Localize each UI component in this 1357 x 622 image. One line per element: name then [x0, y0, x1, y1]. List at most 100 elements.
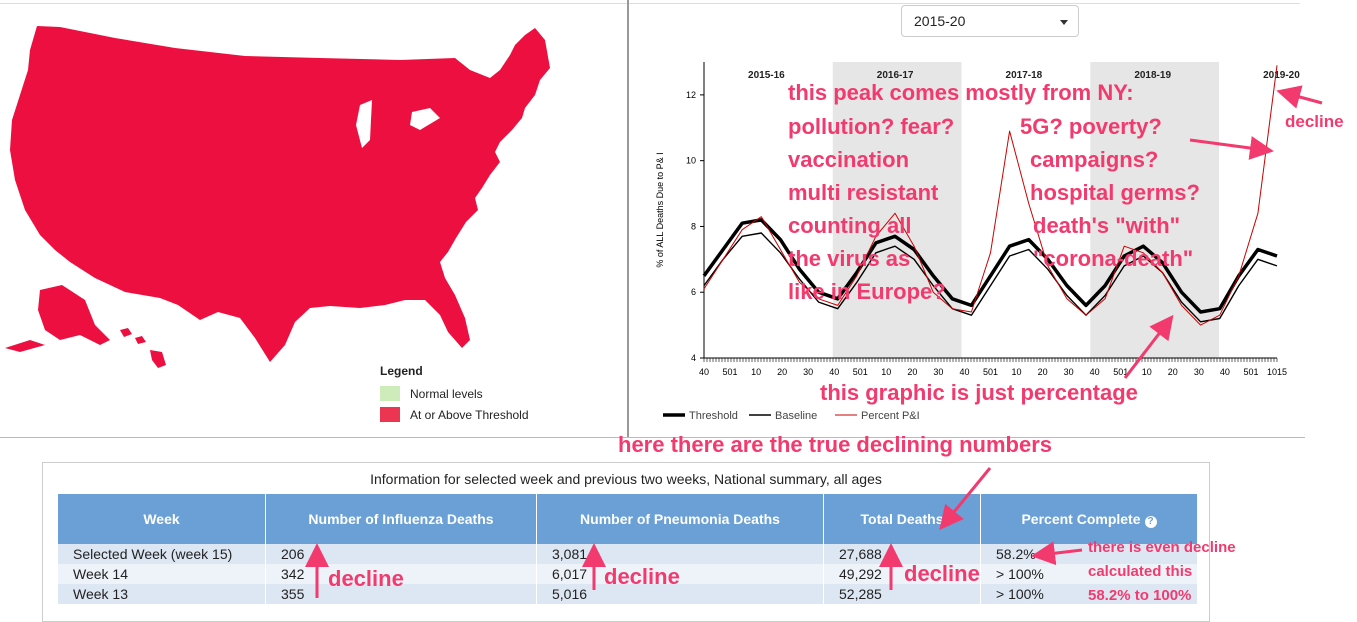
season-select[interactable]: 2015-20 — [901, 5, 1079, 37]
x-tick-label: 10 — [1142, 367, 1152, 377]
x-tick-label: 501 — [1113, 367, 1128, 377]
section-divider — [0, 437, 1305, 438]
annotation-peak-line-1: pollution? fear? — [788, 114, 955, 139]
annotation-peak-line-3: vaccination — [788, 147, 910, 172]
legend-label: Baseline — [775, 410, 817, 422]
table-header-row: Week Number of Influenza Deaths Number o… — [58, 494, 1197, 544]
great-lakes-shape — [410, 108, 440, 130]
annotation-percentage: this graphic is just percentage — [820, 380, 1138, 405]
aleutian-shape — [5, 340, 45, 352]
x-tick-label: 20 — [1168, 367, 1178, 377]
season-select-value: 2015-20 — [914, 13, 966, 29]
cell-week: Week 13 — [58, 584, 266, 604]
annotation-peak-line-7: counting all — [788, 213, 912, 238]
annotation-even-decline-1: calculated this — [1088, 563, 1193, 580]
annotation-even-decline-0: there is even decline — [1088, 539, 1236, 556]
x-tick-label: 20 — [907, 367, 917, 377]
y-tick-label: 12 — [686, 90, 696, 100]
x-tick-label: 1015 — [1267, 367, 1287, 377]
y-axis-label: % of ALL Deaths Due to P& I — [655, 152, 665, 267]
hawaii-shape — [150, 350, 166, 368]
x-tick-label: 501 — [983, 367, 998, 377]
cell-percent: > 100% — [980, 584, 1198, 604]
col-header-percent: Percent Complete? — [980, 494, 1197, 544]
cell-pneumonia: 5,016 — [536, 584, 824, 604]
x-tick-label: 40 — [959, 367, 969, 377]
x-tick-label: 40 — [699, 367, 709, 377]
x-tick-label: 30 — [1194, 367, 1204, 377]
us-map — [5, 26, 550, 368]
annotation-peak-line-11: like in Europe? — [788, 279, 946, 304]
cell-percent: > 100% — [980, 564, 1198, 584]
michigan-shape — [370, 95, 408, 158]
legend-item-threshold: At or Above Threshold — [380, 407, 529, 422]
alaska-shape — [38, 285, 110, 345]
annotation-true-numbers: here there are the true declining number… — [618, 432, 1053, 457]
legend-label: Percent P&I — [861, 410, 920, 422]
x-tick-label: 20 — [777, 367, 787, 377]
x-tick-label: 30 — [933, 367, 943, 377]
annotation-even-decline-2: 58.2% to 100% — [1088, 587, 1192, 604]
season-label: 2016-17 — [877, 70, 914, 81]
cell-influenza: 206 — [265, 544, 537, 564]
annotation-peak-line-8: death's "with" — [1033, 213, 1181, 238]
table-row: Week 13 355 5,016 52,285 > 100% — [58, 584, 1198, 604]
x-tick-label: 30 — [803, 367, 813, 377]
annotation-decline-pneumonia: decline — [604, 564, 680, 589]
legend-title: Legend — [380, 364, 423, 378]
cell-influenza: 355 — [265, 584, 537, 604]
cell-pneumonia: 3,081 — [536, 544, 824, 564]
season-label: 2019-20 — [1263, 70, 1300, 81]
series-line-baseline — [703, 232, 1278, 323]
y-tick-label: 8 — [691, 221, 696, 231]
cell-week: Selected Week (week 15) — [58, 544, 266, 564]
x-tick-label: 10 — [1012, 367, 1022, 377]
y-tick-label: 4 — [691, 353, 696, 363]
chart-panel: 2015-20 2015-16 2016-17 2017-18 2018-19 2019… — [627, 0, 1307, 438]
annotation-peak-line-0: this peak comes mostly from NY: — [788, 80, 1134, 105]
x-tick-label: 40 — [1090, 367, 1100, 377]
map-panel: Legend Normal levels At or Above Thresho… — [0, 0, 626, 438]
annotation-peak-line-4: campaigns? — [1030, 147, 1159, 172]
season-label: 2017-18 — [1006, 70, 1043, 81]
cell-pneumonia: 6,017 — [536, 564, 824, 584]
x-tick-label: 20 — [1038, 367, 1048, 377]
x-tick-label: 10 — [751, 367, 761, 377]
x-tick-label: 501 — [1243, 367, 1258, 377]
season-shade — [1090, 62, 1220, 358]
hawaii-shape — [135, 336, 146, 344]
x-tick-label: 40 — [1220, 367, 1230, 377]
series-line-threshold — [702, 218, 1278, 314]
cell-total: 52,285 — [823, 584, 981, 604]
x-tick-label: 501 — [853, 367, 868, 377]
col-header-percent-label: Percent Complete — [1021, 510, 1141, 527]
annotation-peak-line-5: multi resistant — [788, 180, 939, 205]
series-line-percent-p-i — [703, 65, 1278, 326]
x-tick-label: 10 — [881, 367, 891, 377]
x-tick-label: 30 — [1064, 367, 1074, 377]
y-tick-label: 10 — [686, 156, 696, 166]
hawaii-shape — [120, 328, 132, 337]
annotation-peak-line-10: "corona-death" — [1033, 246, 1194, 271]
summary-table-panel: Information for selected week and previo… — [42, 462, 1210, 622]
legend-label: Threshold — [689, 410, 738, 422]
col-header-total: Total Deaths — [823, 494, 981, 544]
help-icon[interactable]: ? — [1144, 515, 1157, 528]
col-header-influenza: Number of Influenza Deaths — [265, 494, 537, 544]
annotation-peak-line-9: the virus as — [788, 246, 911, 271]
legend-label-threshold: At or Above Threshold — [410, 407, 529, 422]
col-header-week: Week — [58, 494, 266, 544]
chevron-down-icon — [1060, 20, 1068, 25]
legend-swatch-threshold — [380, 407, 400, 422]
legend-item-normal: Normal levels — [380, 386, 483, 401]
annotation-decline-chart: decline — [1285, 112, 1344, 131]
col-header-pneumonia: Number of Pneumonia Deaths — [536, 494, 824, 544]
x-tick-label: 40 — [829, 367, 839, 377]
top-divider — [0, 3, 1300, 4]
annotation-peak-line-6: hospital germs? — [1030, 180, 1200, 205]
legend-label-normal: Normal levels — [410, 386, 483, 401]
cell-influenza: 342 — [265, 564, 537, 584]
pi-mortality-chart: 2015-16 2016-17 2017-18 2018-19 2019-20 4 6 8 10… — [655, 62, 1300, 422]
annotation-decline-total: decline — [904, 561, 980, 586]
table-caption: Information for selected week and previo… — [370, 471, 882, 487]
